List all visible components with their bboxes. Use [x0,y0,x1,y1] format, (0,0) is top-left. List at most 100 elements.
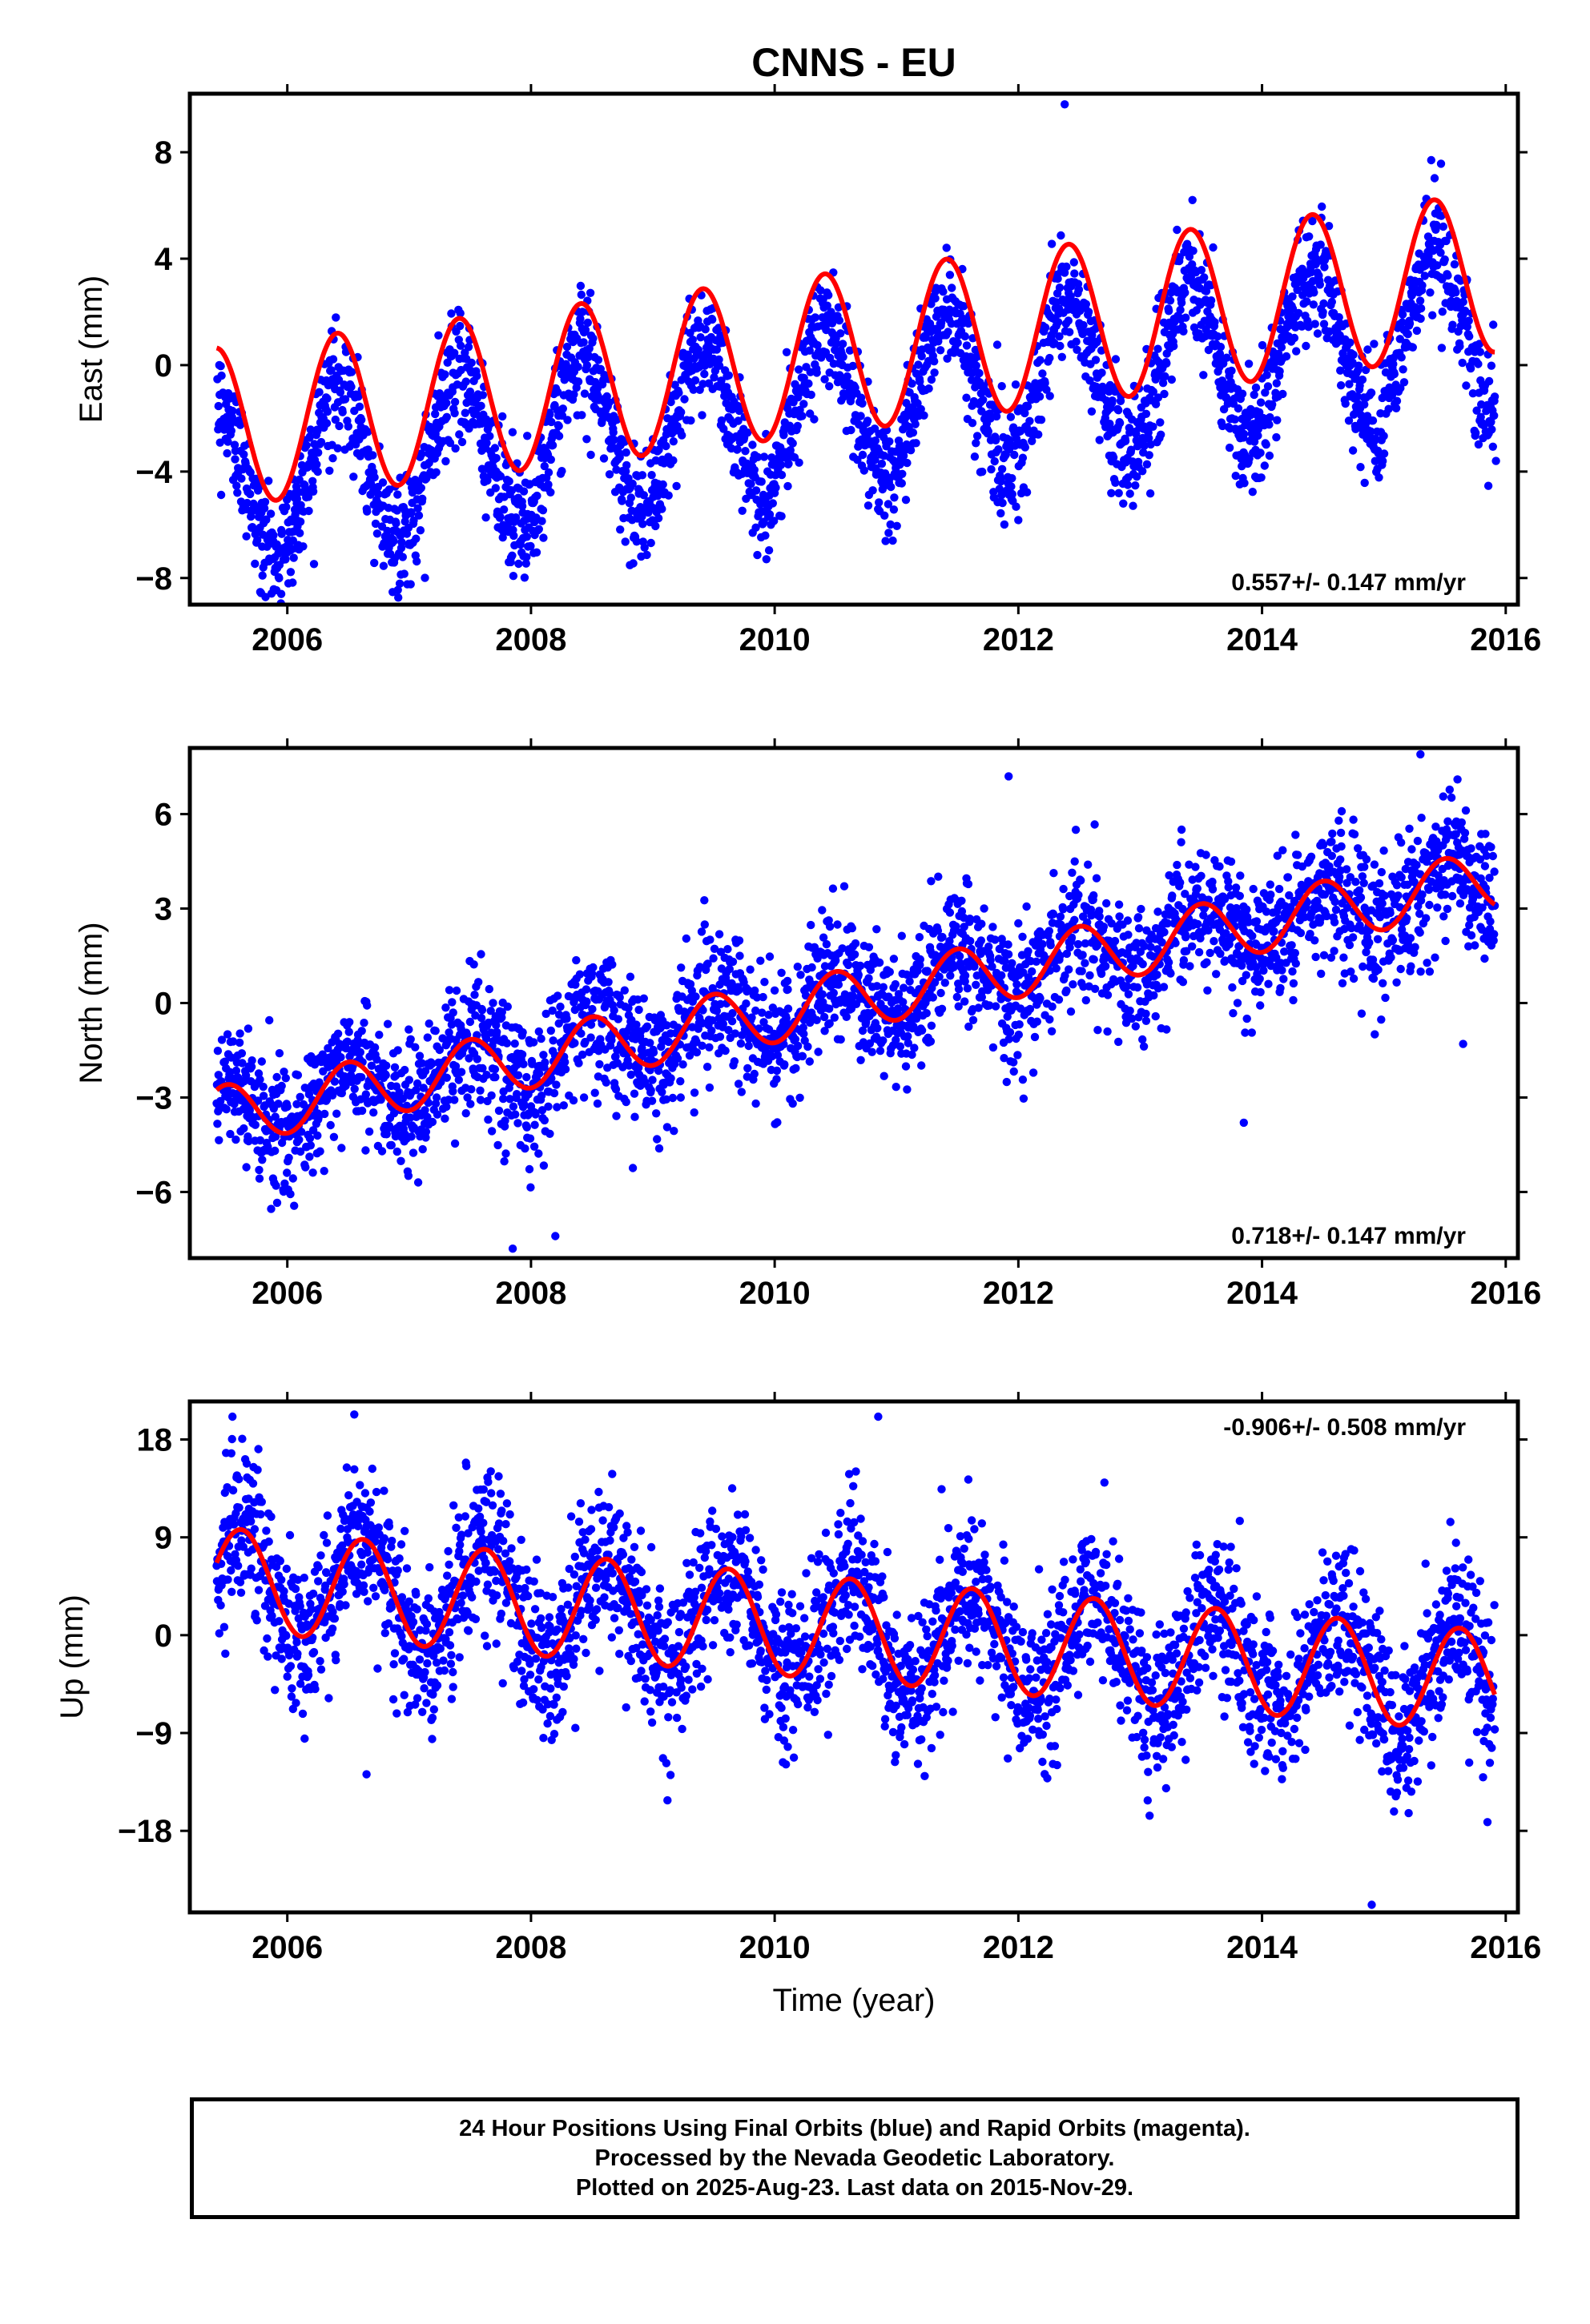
data-point [605,398,614,407]
data-point [1037,416,1046,424]
data-point [1475,348,1485,356]
data-point [686,416,695,425]
data-point [926,1037,936,1046]
data-point [1015,1020,1024,1029]
data-point [1257,473,1266,482]
data-point [783,976,792,986]
data-point [828,884,838,893]
data-point [1014,516,1023,525]
data-point [805,346,814,355]
data-point [534,525,543,533]
data-point [392,1147,401,1156]
data-point [1474,360,1483,368]
data-point [689,385,698,394]
data-point [590,1088,599,1097]
data-point [499,505,509,514]
data-point [1305,232,1314,241]
data-point [312,460,321,469]
data-point [363,1001,372,1010]
data-point [1288,304,1298,313]
data-point [361,1090,370,1099]
data-point [818,990,827,999]
data-point [535,1069,544,1078]
data-point [842,1012,851,1022]
data-point [322,419,332,428]
data-point [493,1140,502,1150]
data-point [579,1093,589,1102]
data-point [909,1022,918,1031]
data-point [772,1066,782,1076]
data-point [370,1043,380,1052]
data-point [331,415,340,424]
data-point [735,986,743,995]
data-point [340,395,350,404]
data-point [248,1056,256,1065]
data-point [1019,1094,1028,1104]
data-point [546,488,555,497]
data-point [782,1014,791,1023]
data-point [838,944,847,953]
data-point [1053,274,1062,283]
data-point [988,1043,998,1052]
data-point [417,1059,426,1068]
data-point [357,1106,367,1116]
data-point [992,340,1002,349]
data-point [1450,259,1459,269]
data-point [1238,389,1247,398]
data-point [1114,406,1123,415]
data-point [658,1088,666,1097]
data-point [377,1147,387,1156]
data-point [1472,406,1481,415]
data-point [308,487,318,496]
data-point [368,451,377,460]
data-point [1240,479,1249,488]
data-point [1057,231,1065,240]
data-point [654,513,663,523]
data-point [415,1051,425,1060]
data-point [522,533,531,541]
data-point [1477,400,1486,409]
data-point [691,992,700,1001]
data-point [764,546,774,555]
data-point [305,1152,314,1161]
data-point [872,925,881,934]
data-point [768,499,777,508]
data-point [1302,297,1311,306]
data-point [1344,416,1354,425]
data-point [544,1102,553,1112]
data-point [746,965,755,974]
data-point [836,1035,845,1044]
data-point [284,1153,293,1163]
data-point [421,1128,431,1136]
data-point [255,1174,264,1183]
data-point [638,512,646,521]
data-point [1490,411,1499,420]
data-point [712,345,721,354]
data-point [428,1059,437,1068]
data-point [1275,367,1284,376]
data-point [1084,308,1093,316]
data-point [1000,956,1009,966]
data-point [773,1051,783,1059]
data-point [452,986,461,995]
data-point [523,432,532,440]
data-point [839,882,849,891]
data-point [520,573,529,582]
data-point [510,1039,519,1048]
data-point [497,1007,506,1016]
data-point [406,1035,415,1044]
data-point [892,1083,900,1092]
data-point [258,1156,267,1164]
data-point [984,427,993,436]
data-point [305,1134,315,1143]
data-point [455,430,464,439]
data-point [1396,384,1405,392]
data-point [441,370,449,379]
data-point [1028,1068,1038,1077]
data-point [235,1038,244,1047]
data-point [900,414,910,423]
data-point [509,1102,518,1111]
data-point [383,526,392,536]
data-point [974,1003,983,1012]
data-point [1009,1058,1018,1067]
